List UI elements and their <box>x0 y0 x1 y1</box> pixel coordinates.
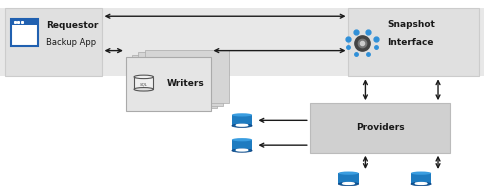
Ellipse shape <box>134 87 153 91</box>
Text: Requestor: Requestor <box>46 21 98 30</box>
Ellipse shape <box>232 138 252 141</box>
Text: Backup App: Backup App <box>46 38 96 48</box>
FancyBboxPatch shape <box>338 173 359 184</box>
FancyBboxPatch shape <box>145 50 229 103</box>
FancyBboxPatch shape <box>348 8 479 76</box>
FancyBboxPatch shape <box>411 173 431 184</box>
FancyBboxPatch shape <box>5 8 102 76</box>
FancyBboxPatch shape <box>0 8 484 76</box>
Ellipse shape <box>232 113 252 117</box>
Text: SQL: SQL <box>140 82 148 86</box>
Text: Writers: Writers <box>167 79 205 88</box>
Text: Snapshot: Snapshot <box>387 20 435 29</box>
Ellipse shape <box>338 172 359 175</box>
FancyBboxPatch shape <box>310 103 450 153</box>
FancyBboxPatch shape <box>132 55 217 108</box>
FancyBboxPatch shape <box>134 77 153 89</box>
Ellipse shape <box>232 124 252 127</box>
FancyBboxPatch shape <box>138 52 223 106</box>
FancyBboxPatch shape <box>11 19 38 25</box>
FancyBboxPatch shape <box>11 19 38 46</box>
Ellipse shape <box>411 172 431 175</box>
Ellipse shape <box>232 149 252 152</box>
Ellipse shape <box>411 182 431 186</box>
Text: Providers: Providers <box>356 123 404 133</box>
FancyBboxPatch shape <box>232 140 252 151</box>
FancyBboxPatch shape <box>126 57 211 111</box>
Text: Interface: Interface <box>387 37 434 47</box>
Ellipse shape <box>338 182 359 186</box>
FancyBboxPatch shape <box>232 115 252 126</box>
Ellipse shape <box>134 75 153 79</box>
